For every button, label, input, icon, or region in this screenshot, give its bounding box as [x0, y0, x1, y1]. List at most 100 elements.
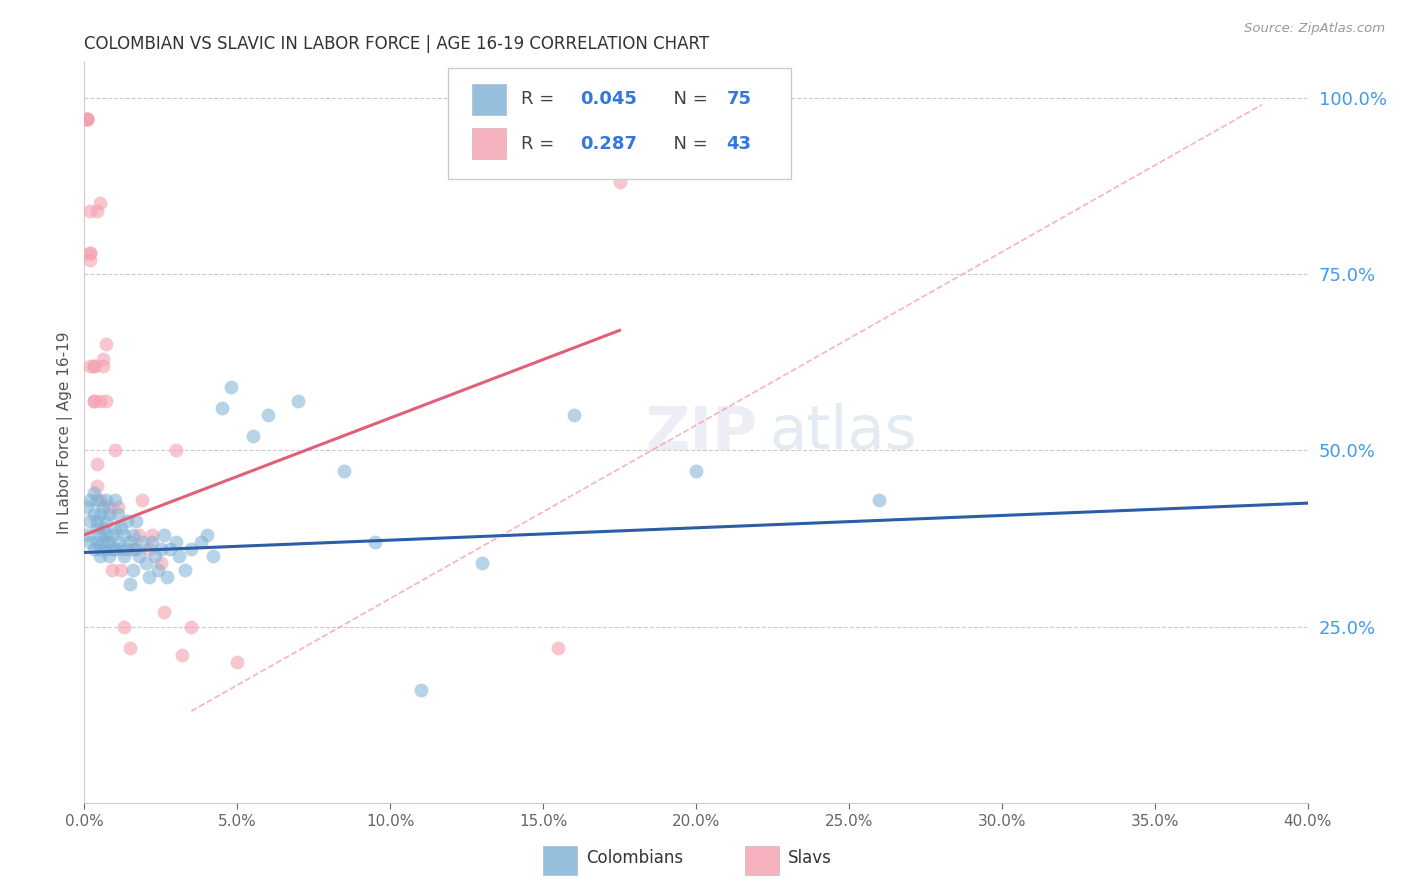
- Point: [172, 648, 194, 662]
- Text: 75: 75: [727, 90, 752, 109]
- Text: atlas: atlas: [769, 403, 917, 462]
- Point: [104, 541, 127, 556]
- Point: [94, 337, 117, 351]
- Point: [107, 507, 129, 521]
- Point: [91, 535, 114, 549]
- Point: [97, 535, 120, 549]
- Text: Colombians: Colombians: [586, 849, 683, 867]
- Point: [79, 245, 101, 260]
- Point: [115, 541, 138, 556]
- Point: [83, 393, 105, 408]
- Point: [211, 401, 233, 415]
- Point: [562, 408, 585, 422]
- Text: N =: N =: [662, 90, 713, 109]
- Point: [97, 549, 120, 563]
- Point: [89, 541, 111, 556]
- Point: [120, 577, 142, 591]
- Point: [195, 528, 218, 542]
- Point: [83, 359, 105, 373]
- Point: [79, 252, 101, 267]
- Point: [112, 528, 135, 542]
- Point: [201, 549, 224, 563]
- Text: COLOMBIAN VS SLAVIC IN LABOR FORCE | AGE 16-19 CORRELATION CHART: COLOMBIAN VS SLAVIC IN LABOR FORCE | AGE…: [84, 35, 710, 53]
- Point: [364, 535, 387, 549]
- Point: [257, 408, 280, 422]
- Point: [76, 500, 98, 514]
- Point: [86, 458, 108, 472]
- Point: [153, 606, 176, 620]
- Text: 43: 43: [727, 135, 752, 153]
- Point: [94, 393, 117, 408]
- Point: [86, 521, 108, 535]
- Point: [115, 514, 138, 528]
- Point: [110, 521, 132, 535]
- Point: [79, 514, 101, 528]
- Point: [97, 500, 120, 514]
- Point: [287, 393, 309, 408]
- Point: [107, 500, 129, 514]
- Text: R =: R =: [522, 135, 560, 153]
- Point: [89, 393, 111, 408]
- Point: [91, 351, 114, 366]
- Point: [112, 619, 135, 633]
- Point: [333, 464, 356, 478]
- Point: [97, 507, 120, 521]
- Point: [226, 655, 249, 669]
- Point: [122, 541, 145, 556]
- FancyBboxPatch shape: [472, 128, 506, 160]
- Point: [79, 245, 101, 260]
- Point: [141, 528, 163, 542]
- Point: [110, 563, 132, 577]
- Point: [409, 683, 432, 698]
- FancyBboxPatch shape: [472, 84, 506, 115]
- Point: [94, 492, 117, 507]
- Point: [149, 541, 172, 556]
- Text: Slavs: Slavs: [787, 849, 831, 867]
- Point: [104, 492, 127, 507]
- Point: [107, 535, 129, 549]
- Point: [138, 570, 160, 584]
- Point: [76, 112, 98, 126]
- Point: [83, 485, 105, 500]
- Point: [141, 535, 163, 549]
- Point: [167, 549, 190, 563]
- Point: [91, 521, 114, 535]
- Point: [685, 464, 707, 478]
- Point: [146, 563, 169, 577]
- Point: [153, 528, 176, 542]
- Point: [131, 535, 153, 549]
- Point: [131, 492, 153, 507]
- Point: [165, 443, 187, 458]
- Point: [190, 535, 212, 549]
- Point: [122, 528, 145, 542]
- Point: [110, 541, 132, 556]
- Y-axis label: In Labor Force | Age 16-19: In Labor Force | Age 16-19: [58, 331, 73, 534]
- Point: [242, 429, 264, 443]
- Point: [86, 478, 108, 492]
- Point: [89, 492, 111, 507]
- Point: [83, 393, 105, 408]
- Point: [91, 359, 114, 373]
- Point: [125, 541, 148, 556]
- Text: N =: N =: [662, 135, 713, 153]
- Point: [79, 359, 101, 373]
- Point: [120, 640, 142, 655]
- Point: [86, 203, 108, 218]
- Point: [76, 112, 98, 126]
- Text: ZIP: ZIP: [645, 403, 758, 462]
- Point: [94, 528, 117, 542]
- Point: [101, 541, 124, 556]
- Point: [101, 528, 124, 542]
- Point: [159, 541, 181, 556]
- Point: [869, 492, 891, 507]
- Point: [547, 640, 569, 655]
- Text: R =: R =: [522, 90, 560, 109]
- Point: [79, 203, 101, 218]
- Point: [120, 535, 142, 549]
- Point: [219, 380, 242, 394]
- Point: [79, 492, 101, 507]
- Point: [125, 514, 148, 528]
- Point: [76, 528, 98, 542]
- Point: [112, 549, 135, 563]
- FancyBboxPatch shape: [447, 68, 792, 179]
